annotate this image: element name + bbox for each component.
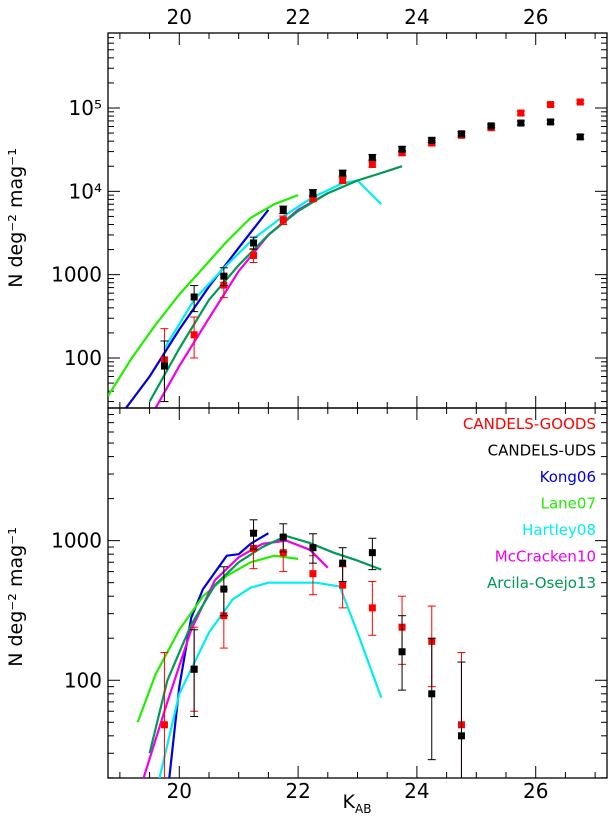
series-line-mccracken10 (142, 539, 329, 778)
data-point (250, 529, 258, 537)
x-axis-label: KAB (343, 791, 372, 816)
legend-entry: CANDELS-UDS (488, 442, 596, 460)
data-point (457, 732, 465, 740)
plot-frame (107, 407, 608, 779)
series-line-lane07 (136, 554, 299, 723)
legend-entry: Kong06 (540, 468, 596, 486)
data-point (220, 272, 228, 280)
data-point (160, 721, 168, 729)
data-point (487, 122, 495, 130)
data-point (517, 119, 525, 127)
data-point (398, 145, 406, 153)
data-point (160, 362, 168, 370)
data-point (457, 130, 465, 138)
data-point (368, 604, 376, 612)
x-tick-label: 26 (523, 5, 548, 29)
data-point (398, 149, 406, 157)
top-panel: 20 22 24 26 100 1000 10⁴ 10⁵ (51, 5, 608, 409)
data-point (428, 136, 436, 144)
data-point (309, 570, 317, 578)
data-point (428, 690, 436, 698)
data-point (339, 581, 347, 589)
series-line-arcila-osejo13 (148, 534, 382, 754)
y-tick-label: 10⁴ (69, 179, 102, 203)
data-point (517, 109, 525, 117)
series-line-kong06 (168, 532, 269, 778)
data-point (576, 133, 584, 141)
y-tick-label: 1000 (51, 529, 102, 553)
series-line-hartley08 (158, 581, 383, 778)
data-point (547, 118, 555, 126)
plot-data (136, 519, 466, 778)
bottom-panel: 20 22 24 26 100 1000 (51, 407, 608, 803)
data-point (339, 559, 347, 567)
series-line-lane07 (108, 194, 299, 397)
data-point (190, 331, 198, 339)
y-tick-label: 10⁵ (69, 96, 102, 120)
data-point (279, 216, 287, 224)
data-point (190, 665, 198, 673)
y-tick-label: 1000 (51, 263, 102, 287)
y-tick-label: 100 (64, 346, 102, 370)
data-point (279, 533, 287, 541)
data-point (309, 189, 317, 197)
y-axis-label-bottom: N deg⁻² mag⁻¹ (5, 527, 27, 667)
plot-frame (107, 32, 608, 409)
y-axis-label-top: N deg⁻² mag⁻¹ (5, 148, 27, 288)
data-point (309, 544, 317, 552)
data-point (339, 169, 347, 177)
x-tick-label: 26 (523, 779, 548, 803)
x-tick-label: 24 (404, 779, 429, 803)
x-tick-label: 22 (285, 5, 310, 29)
plot-data (108, 98, 585, 408)
y-tick-label: 100 (64, 668, 102, 692)
x-tick-label: 22 (285, 779, 310, 803)
data-point (398, 648, 406, 656)
legend-entry: McCracken10 (495, 548, 596, 566)
data-point (279, 549, 287, 557)
data-point (250, 239, 258, 247)
x-axis-label-subscript: AB (355, 802, 371, 816)
data-point (576, 98, 584, 106)
data-point (368, 153, 376, 161)
data-point (368, 549, 376, 557)
x-tick-label: 20 (167, 5, 192, 29)
legend-entry: Hartley08 (522, 521, 596, 539)
series-line-kong06 (124, 209, 270, 408)
data-point (190, 293, 198, 301)
data-point (309, 195, 317, 203)
legend-entry: Arcila-Osejo13 (487, 574, 596, 592)
data-point (547, 101, 555, 109)
legend: CANDELS-GOODS CANDELS-UDS Kong06 Lane07 Hart… (463, 415, 596, 592)
data-point (220, 585, 228, 593)
legend-entry: Lane07 (541, 495, 596, 513)
data-point (250, 251, 258, 259)
data-point (279, 206, 287, 214)
x-tick-label: 20 (167, 779, 192, 803)
x-tick-label: 24 (404, 5, 429, 29)
legend-entry: CANDELS-GOODS (463, 415, 596, 433)
data-point (339, 176, 347, 184)
data-point (368, 160, 376, 168)
